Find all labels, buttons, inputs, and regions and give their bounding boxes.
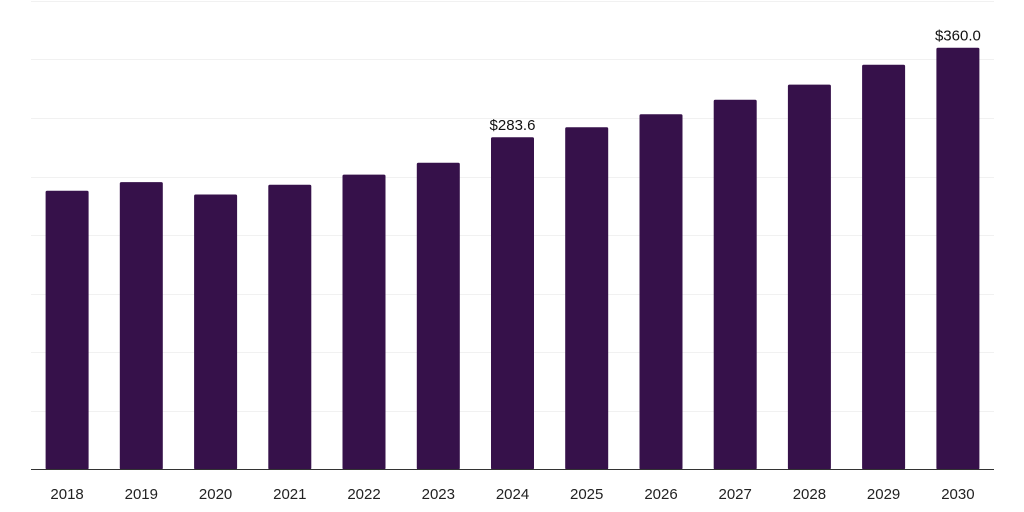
bar-2021 — [268, 184, 312, 470]
bar-2029 — [862, 64, 906, 470]
x-tick-label-2028: 2028 — [793, 486, 826, 503]
x-tick-label-2020: 2020 — [199, 486, 232, 503]
x-tick-label-2030: 2030 — [941, 486, 974, 503]
data-label-2030: $360.0 — [935, 28, 981, 45]
bars — [45, 47, 980, 470]
x-axis-tick-labels: 2018 2019 2020 2021 2022 2023 2024 2025 2026 2027… — [50, 486, 974, 503]
x-tick-label-2019: 2019 — [125, 486, 158, 503]
bar-2018 — [45, 190, 89, 470]
bar-2023 — [416, 162, 460, 470]
x-tick-label-2022: 2022 — [347, 486, 380, 503]
x-tick-label-2021: 2021 — [273, 486, 306, 503]
bar-2019 — [119, 182, 163, 470]
bar-2025 — [565, 127, 609, 470]
bar-2028 — [787, 84, 831, 470]
bar-2027 — [713, 99, 757, 470]
x-tick-label-2025: 2025 — [570, 486, 603, 503]
data-labels: $283.6 $360.0 — [490, 28, 981, 134]
x-tick-label-2027: 2027 — [719, 486, 752, 503]
x-tick-label-2029: 2029 — [867, 486, 900, 503]
bar-2024 — [491, 137, 534, 470]
x-tick-label-2023: 2023 — [422, 486, 455, 503]
x-tick-label-2018: 2018 — [50, 486, 83, 503]
bar-2020 — [194, 194, 238, 470]
x-tick-label-2024: 2024 — [496, 486, 529, 503]
bar-2026 — [639, 114, 683, 470]
bar-2022 — [342, 174, 386, 470]
data-label-2024: $283.6 — [490, 117, 536, 134]
bar-2030 — [936, 47, 980, 470]
x-tick-label-2026: 2026 — [644, 486, 677, 503]
